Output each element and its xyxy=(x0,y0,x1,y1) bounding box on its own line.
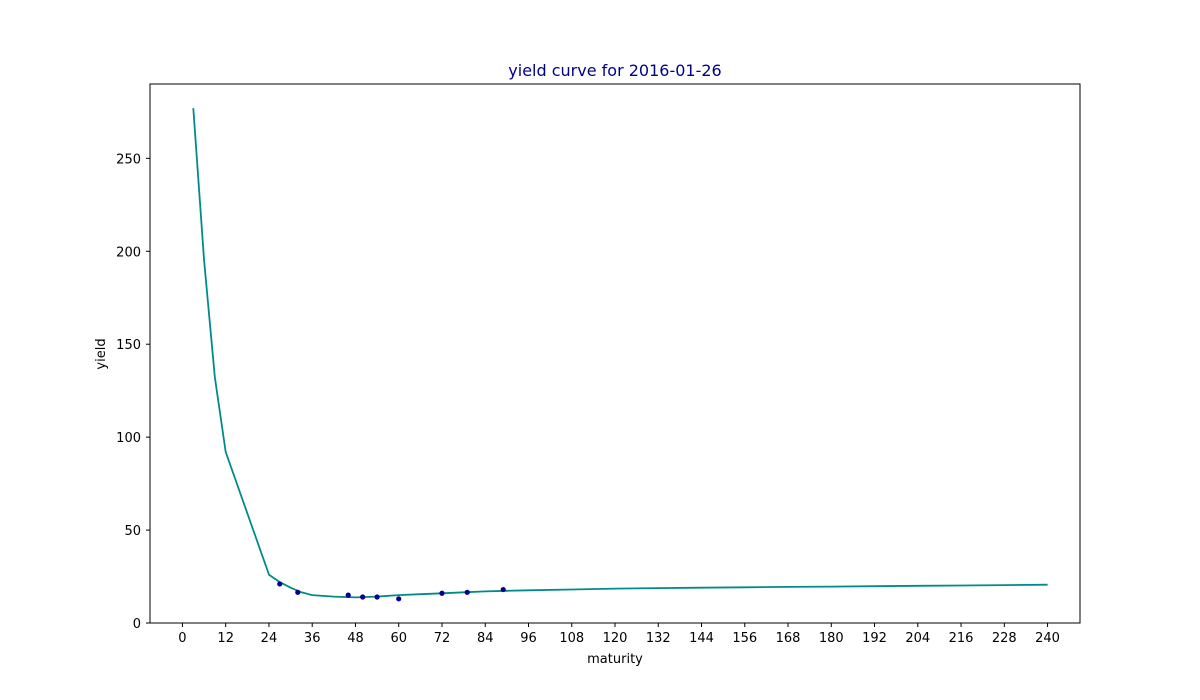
x-tick-label: 72 xyxy=(434,631,451,646)
x-tick-label: 84 xyxy=(477,631,494,646)
chart-title: yield curve for 2016-01-26 xyxy=(508,61,721,80)
y-tick-label: 150 xyxy=(116,338,141,353)
data-point xyxy=(374,594,380,600)
data-point xyxy=(295,589,301,595)
x-tick-label: 132 xyxy=(646,631,671,646)
x-tick-label: 96 xyxy=(520,631,537,646)
x-tick-label: 120 xyxy=(603,631,628,646)
x-axis: 0 12 24 36 48 60 72 84 96 108 120 132 144 156 168 180 19… xyxy=(178,623,1060,646)
data-point xyxy=(439,590,445,596)
data-point xyxy=(360,594,366,600)
x-tick-label: 228 xyxy=(992,631,1017,646)
x-tick-label: 204 xyxy=(905,631,930,646)
x-tick-label: 60 xyxy=(390,631,407,646)
x-tick-label: 192 xyxy=(862,631,887,646)
y-tick-label: 0 xyxy=(133,617,141,632)
x-tick-label: 24 xyxy=(261,631,278,646)
x-tick-label: 108 xyxy=(559,631,584,646)
plot-area xyxy=(149,83,1081,624)
yield-curve-line xyxy=(192,108,1048,599)
y-tick-label: 250 xyxy=(116,152,141,167)
x-tick-label: 144 xyxy=(689,631,714,646)
y-axis: 0 50 100 150 200 250 xyxy=(116,152,150,632)
x-tick-label: 180 xyxy=(819,631,844,646)
data-point xyxy=(464,589,470,595)
x-tick-label: 12 xyxy=(217,631,234,646)
data-point xyxy=(396,596,402,602)
data-point xyxy=(345,592,351,598)
x-tick-label: 0 xyxy=(178,631,186,646)
series-layer xyxy=(192,108,1048,602)
x-tick-label: 240 xyxy=(1035,631,1060,646)
data-point xyxy=(277,581,283,587)
x-tick-label: 48 xyxy=(347,631,364,646)
x-tick-label: 168 xyxy=(776,631,801,646)
data-point xyxy=(500,586,506,593)
x-tick-label: 36 xyxy=(304,631,321,646)
y-tick-label: 50 xyxy=(124,524,141,539)
y-axis-label: yield xyxy=(94,338,109,369)
x-axis-label: maturity xyxy=(587,652,643,667)
x-tick-label: 216 xyxy=(949,631,974,646)
y-tick-label: 200 xyxy=(116,245,141,260)
y-tick-label: 100 xyxy=(116,431,141,446)
x-tick-label: 156 xyxy=(732,631,757,646)
